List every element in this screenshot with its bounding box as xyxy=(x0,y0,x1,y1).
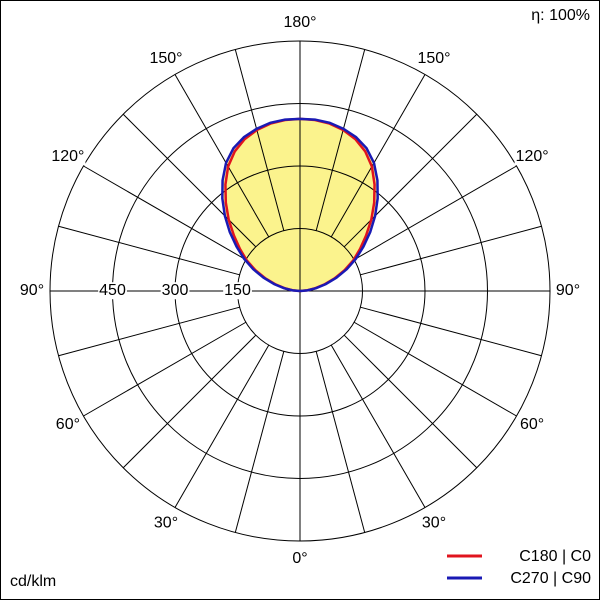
angle-label: 0° xyxy=(292,550,307,567)
angle-label-bg xyxy=(54,416,82,434)
legend-label: C270 | C90 xyxy=(510,570,591,587)
angle-label-bg xyxy=(152,514,180,532)
spoke xyxy=(234,49,285,231)
curve-layer xyxy=(221,117,379,293)
spoke xyxy=(234,351,285,533)
angle-label-bg xyxy=(282,14,318,32)
angle-label: 60° xyxy=(56,416,80,433)
angle-label-bg xyxy=(420,514,448,532)
spoke xyxy=(83,165,247,261)
angle-label-bg xyxy=(18,282,46,300)
spoke xyxy=(360,225,542,276)
angle-label-bg xyxy=(416,50,452,68)
spoke xyxy=(58,225,240,276)
angle-label-bg xyxy=(291,550,309,568)
spoke xyxy=(330,344,426,508)
angle-label: 60° xyxy=(520,416,544,433)
spoke xyxy=(343,334,478,469)
spoke xyxy=(315,49,366,231)
angle-label: 150° xyxy=(149,50,182,67)
angle-label: 30° xyxy=(154,514,178,531)
angle-label-bg xyxy=(554,282,582,300)
angle-label: 120° xyxy=(51,148,84,165)
spoke xyxy=(353,321,517,417)
efficiency-label: η: 100% xyxy=(531,7,590,24)
angle-label: 90° xyxy=(20,282,44,299)
r-tick-label: 450 xyxy=(99,282,126,299)
spoke xyxy=(58,306,240,357)
spoke xyxy=(343,113,478,248)
spoke xyxy=(360,306,542,357)
angle-label-bg xyxy=(514,148,550,166)
angle-label-bg xyxy=(148,50,184,68)
angle-label-bg xyxy=(518,416,546,434)
spoke xyxy=(122,113,257,248)
spoke xyxy=(330,74,426,238)
r-tick-label: 150 xyxy=(224,282,251,299)
legend-label: C180 | C0 xyxy=(519,548,591,565)
angle-label: 150° xyxy=(417,50,450,67)
angle-label: 120° xyxy=(516,148,549,165)
angle-label: 90° xyxy=(556,282,580,299)
r-tick-label-bg xyxy=(98,282,127,300)
angle-label-bg xyxy=(50,148,86,166)
label-layer: 150 300 450 0° 30° 60° 90° 120° 150° 180° 150° 120°… xyxy=(18,14,591,587)
r-tick-label-bg xyxy=(160,282,190,300)
spoke xyxy=(122,334,257,469)
spoke xyxy=(174,74,270,238)
spoke xyxy=(315,351,366,533)
spoke xyxy=(174,344,270,508)
intensity-curve xyxy=(221,117,379,293)
angle-label: 180° xyxy=(283,14,316,31)
r-tick-label-bg xyxy=(223,282,252,300)
spoke xyxy=(83,321,247,417)
angle-label: 30° xyxy=(422,514,446,531)
spoke xyxy=(353,165,517,261)
r-tick-label: 300 xyxy=(162,282,189,299)
unit-label: cd/klm xyxy=(10,573,56,590)
